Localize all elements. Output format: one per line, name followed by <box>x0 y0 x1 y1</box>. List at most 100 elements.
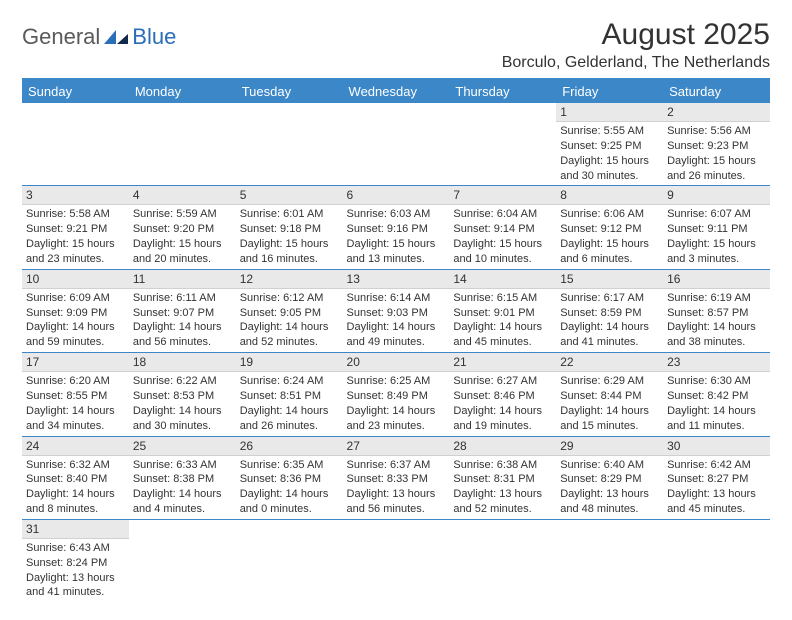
sunset-text: Sunset: 8:44 PM <box>560 389 659 404</box>
sunrise-text: Sunrise: 6:30 AM <box>667 374 766 389</box>
calendar-day-cell: 9Sunrise: 6:07 AMSunset: 9:11 PMDaylight… <box>663 186 770 269</box>
sunrise-text: Sunrise: 5:56 AM <box>667 124 766 139</box>
month-title: August 2025 <box>502 18 770 52</box>
sunset-text: Sunset: 9:01 PM <box>453 306 552 321</box>
calendar-day-cell: 10Sunrise: 6:09 AMSunset: 9:09 PMDayligh… <box>22 269 129 352</box>
sunrise-text: Sunrise: 6:29 AM <box>560 374 659 389</box>
daylight-text: Daylight: 15 hours and 10 minutes. <box>453 237 552 267</box>
sunset-text: Sunset: 8:33 PM <box>347 472 446 487</box>
calendar-day-cell: 28Sunrise: 6:38 AMSunset: 8:31 PMDayligh… <box>449 436 556 519</box>
calendar-day-cell: 25Sunrise: 6:33 AMSunset: 8:38 PMDayligh… <box>129 436 236 519</box>
location: Borculo, Gelderland, The Netherlands <box>502 54 770 72</box>
calendar-day-cell: 29 Sunrise: 6:40 AMSunset: 8:29 PMDayligh… <box>556 436 663 519</box>
sunset-text: Sunset: 9:18 PM <box>240 222 339 237</box>
calendar-day-cell <box>343 103 450 186</box>
day-number: 2 <box>663 103 770 122</box>
calendar-day-cell: 5Sunrise: 6:01 AMSunset: 9:18 PMDaylight… <box>236 186 343 269</box>
daylight-text: Daylight: 15 hours and 26 minutes. <box>667 154 766 184</box>
day-number: 18 <box>129 353 236 372</box>
day-number: 12 <box>236 270 343 289</box>
daylight-text: Daylight: 14 hours and 30 minutes. <box>133 404 232 434</box>
sunrise-text: Sunrise: 5:55 AM <box>560 124 659 139</box>
logo-text-general: General <box>22 24 100 50</box>
day-details: Sunrise: 6:04 AMSunset: 9:14 PMDaylight:… <box>449 205 556 268</box>
daylight-text: Daylight: 14 hours and 0 minutes. <box>240 487 339 517</box>
calendar-day-cell <box>129 519 236 602</box>
logo-text-blue: Blue <box>132 24 176 50</box>
day-number: 25 <box>129 437 236 456</box>
day-details: Sunrise: 6:03 AMSunset: 9:16 PMDaylight:… <box>343 205 450 268</box>
sunset-text: Sunset: 8:24 PM <box>26 556 125 571</box>
day-details: Sunrise: 6:07 AMSunset: 9:11 PMDaylight:… <box>663 205 770 268</box>
day-number: 28 <box>449 437 556 456</box>
calendar-day-cell: 2Sunrise: 5:56 AMSunset: 9:23 PMDaylight… <box>663 103 770 186</box>
sunset-text: Sunset: 8:40 PM <box>26 472 125 487</box>
day-number: 27 <box>343 437 450 456</box>
daylight-text: Daylight: 14 hours and 56 minutes. <box>133 320 232 350</box>
calendar-day-cell: 18Sunrise: 6:22 AMSunset: 8:53 PMDayligh… <box>129 353 236 436</box>
day-details: Sunrise: 6:30 AMSunset: 8:42 PMDaylight:… <box>663 372 770 435</box>
calendar-day-cell: 23Sunrise: 6:30 AMSunset: 8:42 PMDayligh… <box>663 353 770 436</box>
sail-icon <box>102 28 130 46</box>
day-details: Sunrise: 5:56 AMSunset: 9:23 PMDaylight:… <box>663 122 770 185</box>
calendar-week-row: 10Sunrise: 6:09 AMSunset: 9:09 PMDayligh… <box>22 269 770 352</box>
sunrise-text: Sunrise: 6:27 AM <box>453 374 552 389</box>
weekday-header: Tuesday <box>236 79 343 103</box>
sunrise-text: Sunrise: 6:14 AM <box>347 291 446 306</box>
calendar-week-row: 31Sunrise: 6:43 AMSunset: 8:24 PMDayligh… <box>22 519 770 602</box>
day-number: 14 <box>449 270 556 289</box>
day-details: Sunrise: 6:17 AMSunset: 8:59 PMDaylight:… <box>556 289 663 352</box>
sunset-text: Sunset: 8:29 PM <box>560 472 659 487</box>
sunrise-text: Sunrise: 6:06 AM <box>560 207 659 222</box>
sunset-text: Sunset: 9:03 PM <box>347 306 446 321</box>
sunrise-text: Sunrise: 5:58 AM <box>26 207 125 222</box>
daylight-text: Daylight: 13 hours and 45 minutes. <box>667 487 766 517</box>
calendar-day-cell: 16Sunrise: 6:19 AMSunset: 8:57 PMDayligh… <box>663 269 770 352</box>
sunset-text: Sunset: 9:12 PM <box>560 222 659 237</box>
daylight-text: Daylight: 13 hours and 52 minutes. <box>453 487 552 517</box>
sunset-text: Sunset: 8:55 PM <box>26 389 125 404</box>
sunrise-text: Sunrise: 5:59 AM <box>133 207 232 222</box>
daylight-text: Daylight: 15 hours and 16 minutes. <box>240 237 339 267</box>
sunrise-text: Sunrise: 6:01 AM <box>240 207 339 222</box>
day-number: 21 <box>449 353 556 372</box>
daylight-text: Daylight: 14 hours and 15 minutes. <box>560 404 659 434</box>
calendar-day-cell: 26Sunrise: 6:35 AMSunset: 8:36 PMDayligh… <box>236 436 343 519</box>
calendar-day-cell <box>22 103 129 186</box>
daylight-text: Daylight: 14 hours and 41 minutes. <box>560 320 659 350</box>
calendar-page: General Blue August 2025 Borculo, Gelder… <box>0 0 792 620</box>
daylight-text: Daylight: 15 hours and 13 minutes. <box>347 237 446 267</box>
calendar-day-cell: 14Sunrise: 6:15 AMSunset: 9:01 PMDayligh… <box>449 269 556 352</box>
sunset-text: Sunset: 8:51 PM <box>240 389 339 404</box>
title-block: August 2025 Borculo, Gelderland, The Net… <box>502 18 770 72</box>
calendar-week-row: 3Sunrise: 5:58 AMSunset: 9:21 PMDaylight… <box>22 186 770 269</box>
calendar-header-row: SundayMondayTuesdayWednesdayThursdayFrid… <box>22 79 770 103</box>
day-number: 9 <box>663 186 770 205</box>
day-number: 26 <box>236 437 343 456</box>
daylight-text: Daylight: 13 hours and 48 minutes. <box>560 487 659 517</box>
sunrise-text: Sunrise: 6:43 AM <box>26 541 125 556</box>
day-number: 29 <box>556 437 663 456</box>
day-number: 30 <box>663 437 770 456</box>
weekday-header: Monday <box>129 79 236 103</box>
sunset-text: Sunset: 9:23 PM <box>667 139 766 154</box>
calendar-day-cell <box>236 519 343 602</box>
daylight-text: Daylight: 14 hours and 4 minutes. <box>133 487 232 517</box>
calendar-day-cell: 17 Sunrise: 6:20 AMSunset: 8:55 PMDayligh… <box>22 353 129 436</box>
day-number: 17 <box>22 353 129 372</box>
sunrise-text: Sunrise: 6:40 AM <box>560 458 659 473</box>
sunset-text: Sunset: 8:49 PM <box>347 389 446 404</box>
sunrise-text: Sunrise: 6:32 AM <box>26 458 125 473</box>
daylight-text: Daylight: 13 hours and 41 minutes. <box>26 571 125 601</box>
daylight-text: Daylight: 14 hours and 34 minutes. <box>26 404 125 434</box>
calendar-week-row: 24 Sunrise: 6:32 AMSunset: 8:40 PM Dayligh… <box>22 436 770 519</box>
calendar-day-cell: 12Sunrise: 6:12 AMSunset: 9:05 PMDayligh… <box>236 269 343 352</box>
calendar-day-cell: 11Sunrise: 6:11 AMSunset: 9:07 PMDayligh… <box>129 269 236 352</box>
day-details: Sunrise: 6:11 AMSunset: 9:07 PMDaylight:… <box>129 289 236 352</box>
sunset-text: Sunset: 8:59 PM <box>560 306 659 321</box>
calendar-day-cell: 1Sunrise: 5:55 AMSunset: 9:25 PMDaylight… <box>556 103 663 186</box>
sunrise-text: Sunrise: 6:20 AM <box>26 374 125 389</box>
day-number: 24 <box>22 437 129 456</box>
daylight-text: Daylight: 14 hours and 45 minutes. <box>453 320 552 350</box>
day-number: 16 <box>663 270 770 289</box>
